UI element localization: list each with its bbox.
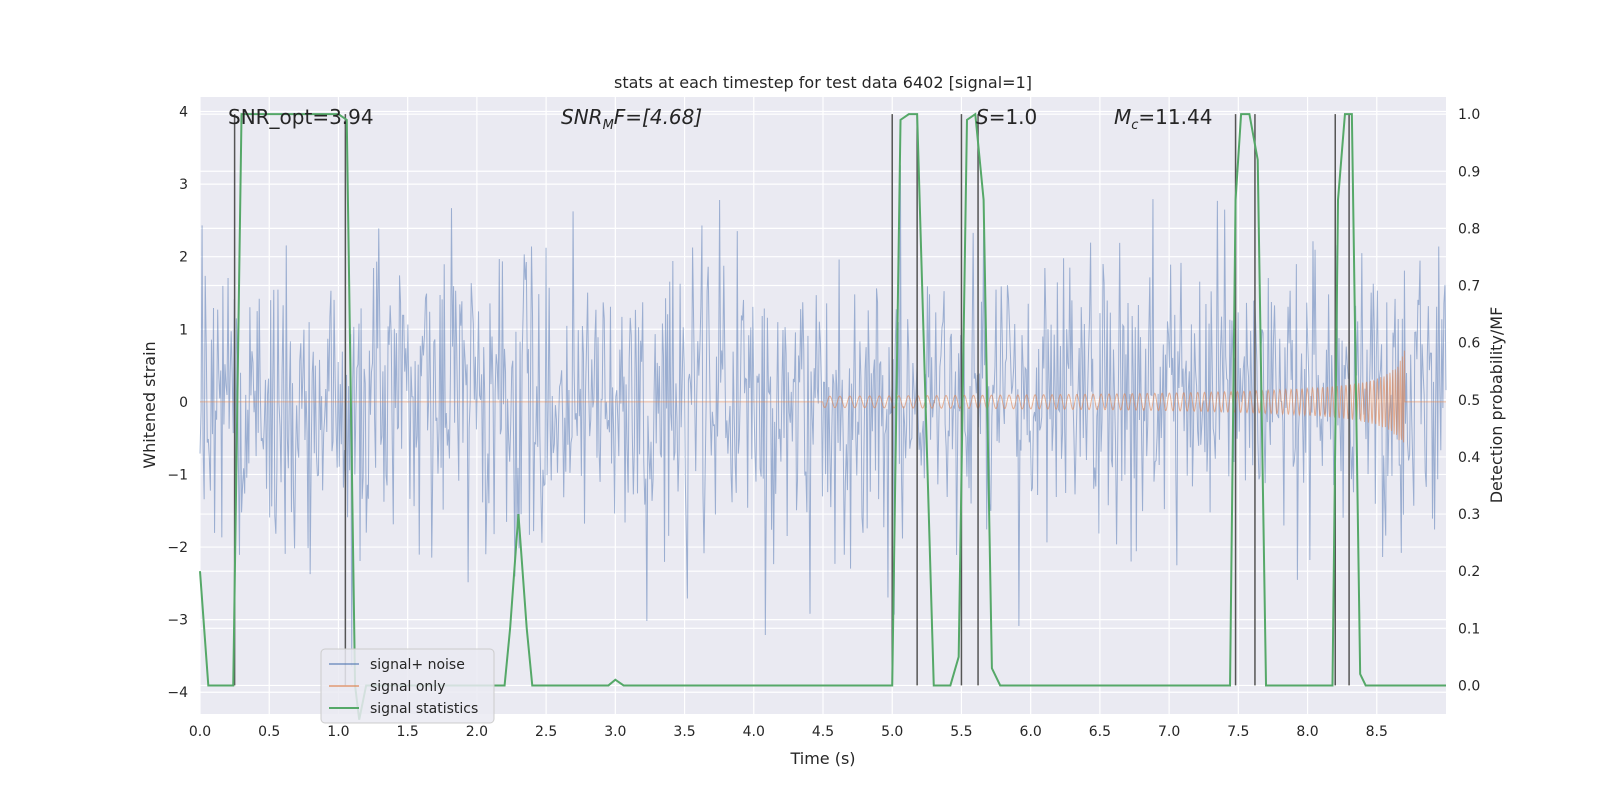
x-tick-label: 6.5 [1089, 724, 1111, 740]
snr-mf-subscript: M [603, 118, 614, 133]
y2-tick-label: 0.4 [1458, 450, 1480, 466]
y2-tick-label: 0.6 [1458, 336, 1480, 352]
y-tick-label: −2 [167, 540, 188, 556]
y2-tick-label: 0.5 [1458, 393, 1480, 409]
x-tick-label: 5.5 [950, 724, 972, 740]
mc-label: M [1114, 105, 1131, 129]
annotation-snr-mf: SNRMF=[4.68] [561, 105, 702, 133]
legend-box [320, 648, 495, 724]
y2-tick-label: 0.7 [1458, 279, 1480, 295]
mc-value: =11.44 [1138, 105, 1212, 129]
x-tick-label: 4.5 [812, 724, 834, 740]
x-tick-label: 7.5 [1227, 724, 1249, 740]
signal-only-series [200, 350, 1446, 443]
x-axis-label: Time (s) [789, 749, 855, 768]
x-tick-label: 8.0 [1296, 724, 1318, 740]
y-tick-label: −3 [167, 613, 188, 629]
annotation-s: S=1.0 [976, 105, 1037, 129]
x-tick-label: 3.0 [604, 724, 626, 740]
x-tick-label: 2.5 [535, 724, 557, 740]
y2-axis-label: Detection probability/MF [1487, 307, 1506, 504]
y2-tick-label: 0.8 [1458, 221, 1480, 237]
y-tick-label: 4 [179, 105, 188, 121]
x-tick-label: 7.0 [1158, 724, 1180, 740]
chart-title: stats at each timestep for test data 640… [614, 73, 1032, 92]
x-tick-label: 3.5 [673, 724, 695, 740]
annotation-mc: Mc=11.44 [1114, 105, 1212, 133]
x-tick-label: 6.0 [1020, 724, 1042, 740]
signal-statistics-line [199, 112, 1446, 720]
annotation-snr-opt: SNR_opt=3.94 [228, 105, 374, 129]
y2-tick-label: 0.0 [1458, 678, 1480, 694]
y-axis-label: Whitened strain [140, 341, 159, 468]
y-axis-ticks: 4 3 2 1 0 −1 −2 −3 −4 [167, 105, 188, 702]
signal-plus-noise-series [199, 165, 1447, 667]
x-tick-label: 1.5 [397, 724, 419, 740]
x-tick-label: 0.5 [258, 724, 280, 740]
signal-only-line [200, 350, 1446, 443]
x-tick-label: 1.0 [327, 724, 349, 740]
y2-tick-label: 0.1 [1458, 621, 1480, 637]
y2-tick-label: 0.3 [1458, 507, 1480, 523]
snr-mf-value: F=[4.68] [614, 105, 702, 129]
y-tick-label: 2 [179, 250, 188, 266]
x-tick-label: 4.0 [743, 724, 765, 740]
x-tick-label: 2.0 [466, 724, 488, 740]
snr-mf-prefix: SNR [561, 105, 603, 129]
y2-tick-label: 0.9 [1458, 164, 1480, 180]
y2-axis-ticks: 1.0 0.9 0.8 0.7 0.6 0.5 0.4 0.3 0.2 0.1 0.0 [1458, 107, 1480, 694]
legend-label-stats: signal statistics [370, 701, 478, 717]
y2-tick-label: 0.2 [1458, 564, 1480, 580]
signal-statistics-series [199, 112, 1446, 720]
x-tick-label: 0.0 [189, 724, 211, 740]
y-tick-label: −1 [167, 467, 188, 483]
x-tick-label: 8.5 [1366, 724, 1388, 740]
y-tick-label: 3 [179, 177, 188, 193]
s-value: =1.0 [989, 105, 1038, 129]
vertical-markers [233, 114, 1350, 686]
y-tick-label: −4 [167, 685, 188, 701]
legend: signal+ noise signal only signal statist… [320, 648, 495, 724]
noise-line [199, 165, 1447, 667]
x-tick-label: 5.0 [881, 724, 903, 740]
legend-label-signal: signal only [370, 679, 445, 695]
s-label: S [976, 105, 989, 129]
y-tick-label: 1 [179, 322, 188, 338]
mc-subscript: c [1131, 118, 1138, 133]
y-tick-label: 0 [179, 395, 188, 411]
y2-tick-label: 1.0 [1458, 107, 1480, 123]
legend-label-noise: signal+ noise [370, 657, 465, 673]
x-axis-ticks: 0.0 0.5 1.0 1.5 2.0 2.5 3.0 3.5 4.0 4.5 5.0 5.5 6.0 6… [189, 724, 1388, 740]
